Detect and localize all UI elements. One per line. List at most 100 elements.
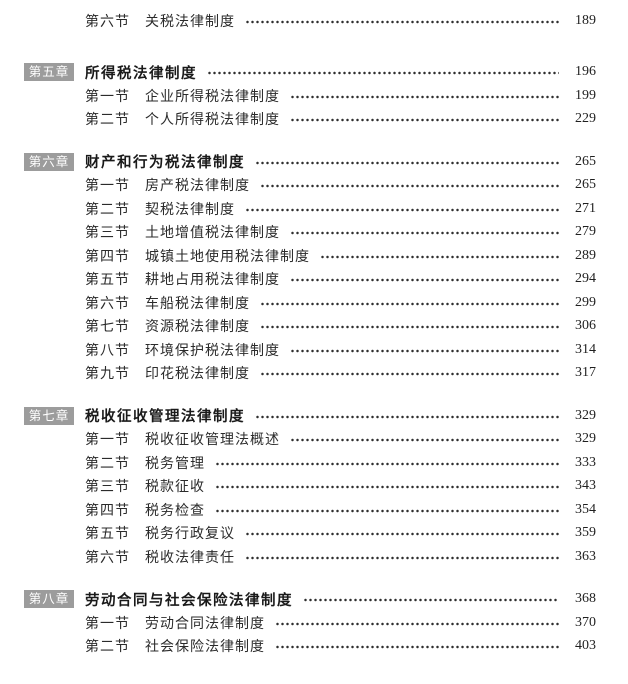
dot-leader xyxy=(245,554,559,561)
section-title: 关税法律制度 xyxy=(145,14,235,30)
toc-chapter-row: 第六章 财产和行为税法律制度 265 xyxy=(24,150,596,174)
section-page-number: 229 xyxy=(575,111,596,127)
section-number-label: 第四节 xyxy=(85,503,130,519)
section-page-number: 354 xyxy=(575,501,596,517)
section-page-number: 294 xyxy=(575,271,596,287)
toc-section-row: 第二节 个人所得税法律制度 229 xyxy=(24,108,596,132)
section-number-label: 第一节 xyxy=(85,179,130,195)
dot-leader xyxy=(275,644,559,651)
section-number-label: 第三节 xyxy=(85,480,130,496)
dot-leader xyxy=(320,253,559,260)
section-title: 房产税法律制度 xyxy=(145,179,250,195)
chapter-number-badge: 第五章 xyxy=(24,63,74,82)
section-number-label: 第六节 xyxy=(85,14,130,30)
chapter-page-number: 196 xyxy=(575,64,596,80)
dot-leader xyxy=(260,371,559,378)
dot-leader xyxy=(245,18,559,25)
dot-leader xyxy=(245,206,559,213)
toc-section-row: 第三节 土地增值税法律制度 279 xyxy=(24,221,596,245)
dot-leader xyxy=(215,460,559,467)
section-title: 城镇土地使用税法律制度 xyxy=(145,249,310,265)
dot-leader xyxy=(245,531,559,538)
dot-leader xyxy=(255,413,559,420)
section-page-number: 265 xyxy=(575,177,596,193)
toc-section-row: 第六节 车船税法律制度 299 xyxy=(24,291,596,315)
section-title: 税款征收 xyxy=(145,480,205,496)
section-number-label: 第二节 xyxy=(85,113,130,129)
chapter-page-number: 265 xyxy=(575,153,596,169)
chapter-number-badge: 第七章 xyxy=(24,406,74,425)
chapter-title: 财产和行为税法律制度 xyxy=(85,155,245,172)
dot-leader xyxy=(290,93,559,100)
toc-section-row: 第二节 税务管理 333 xyxy=(24,451,596,475)
chapter-title: 税收征收管理法律制度 xyxy=(85,409,245,426)
toc-chapter-row: 第五章 所得税法律制度 196 xyxy=(24,61,596,85)
section-title: 契税法律制度 xyxy=(145,202,235,218)
section-page-number: 343 xyxy=(575,478,596,494)
section-title: 税收征收管理法概述 xyxy=(145,433,280,449)
toc-chapter-group: 第七章 税收征收管理法律制度 329 第一节 税收征收管理法概述 329 第二节 税务管理 33… xyxy=(24,404,596,569)
section-number-label: 第九节 xyxy=(85,367,130,383)
chapter-page-number: 368 xyxy=(575,591,596,607)
chapter-page-number: 329 xyxy=(575,407,596,423)
section-title: 耕地占用税法律制度 xyxy=(145,273,280,289)
section-page-number: 403 xyxy=(575,638,596,654)
section-page-number: 279 xyxy=(575,224,596,240)
dot-leader xyxy=(290,437,559,444)
section-page-number: 199 xyxy=(575,87,596,103)
section-page-number: 329 xyxy=(575,431,596,447)
section-title: 税务行政复议 xyxy=(145,527,235,543)
dot-leader xyxy=(290,117,559,124)
section-number-label: 第三节 xyxy=(85,226,130,242)
toc-section-row: 第一节 房产税法律制度 265 xyxy=(24,174,596,198)
section-title: 企业所得税法律制度 xyxy=(145,89,280,105)
section-page-number: 359 xyxy=(575,525,596,541)
section-number-label: 第五节 xyxy=(85,527,130,543)
section-title: 印花税法律制度 xyxy=(145,367,250,383)
dot-leader xyxy=(290,277,559,284)
dot-leader xyxy=(275,620,559,627)
toc-section-row: 第一节 税收征收管理法概述 329 xyxy=(24,428,596,452)
section-number-label: 第六节 xyxy=(85,550,130,566)
section-number-label: 第六节 xyxy=(85,296,130,312)
toc-section-row: 第三节 税款征收 343 xyxy=(24,475,596,499)
section-page-number: 189 xyxy=(575,12,596,28)
section-page-number: 289 xyxy=(575,247,596,263)
dot-leader xyxy=(215,507,559,514)
toc-section-row: 第五节 耕地占用税法律制度 294 xyxy=(24,268,596,292)
toc-section-row: 第五节 税务行政复议 359 xyxy=(24,522,596,546)
section-number-label: 第一节 xyxy=(85,89,130,105)
toc-chapter-group: 第六节 关税法律制度 189 xyxy=(24,9,596,33)
dot-leader xyxy=(290,347,559,354)
toc-chapter-row: 第七章 税收征收管理法律制度 329 xyxy=(24,404,596,428)
section-title: 劳动合同法律制度 xyxy=(145,616,265,632)
toc-section-row: 第一节 劳动合同法律制度 370 xyxy=(24,611,596,635)
section-page-number: 271 xyxy=(575,200,596,216)
toc-section-row: 第八节 环境保护税法律制度 314 xyxy=(24,338,596,362)
section-title: 环境保护税法律制度 xyxy=(145,343,280,359)
dot-leader xyxy=(303,597,559,604)
dot-leader xyxy=(255,159,559,166)
section-number-label: 第二节 xyxy=(85,640,130,656)
toc-chapter-group: 第八章 劳动合同与社会保险法律制度 368 第一节 劳动合同法律制度 370 第二节 社会保险… xyxy=(24,588,596,659)
toc-section-row: 第一节 企业所得税法律制度 199 xyxy=(24,84,596,108)
section-number-label: 第一节 xyxy=(85,433,130,449)
toc-section-row: 第六节 关税法律制度 189 xyxy=(24,9,596,33)
toc-section-row: 第四节 税务检查 354 xyxy=(24,498,596,522)
section-title: 土地增值税法律制度 xyxy=(145,226,280,242)
dot-leader xyxy=(260,324,559,331)
table-of-contents: 第六节 关税法律制度 189 第五章 所得税法律制度 196 第一节 企业所得税法律制度 199… xyxy=(24,9,596,658)
section-page-number: 363 xyxy=(575,548,596,564)
section-page-number: 333 xyxy=(575,454,596,470)
dot-leader xyxy=(260,300,559,307)
section-number-label: 第二节 xyxy=(85,456,130,472)
section-number-label: 第一节 xyxy=(85,616,130,632)
toc-section-row: 第九节 印花税法律制度 317 xyxy=(24,362,596,386)
section-number-label: 第七节 xyxy=(85,320,130,336)
toc-chapter-row: 第八章 劳动合同与社会保险法律制度 368 xyxy=(24,588,596,612)
chapter-title: 劳动合同与社会保险法律制度 xyxy=(85,592,293,609)
section-page-number: 314 xyxy=(575,341,596,357)
dot-leader xyxy=(207,70,559,77)
dot-leader xyxy=(260,183,559,190)
